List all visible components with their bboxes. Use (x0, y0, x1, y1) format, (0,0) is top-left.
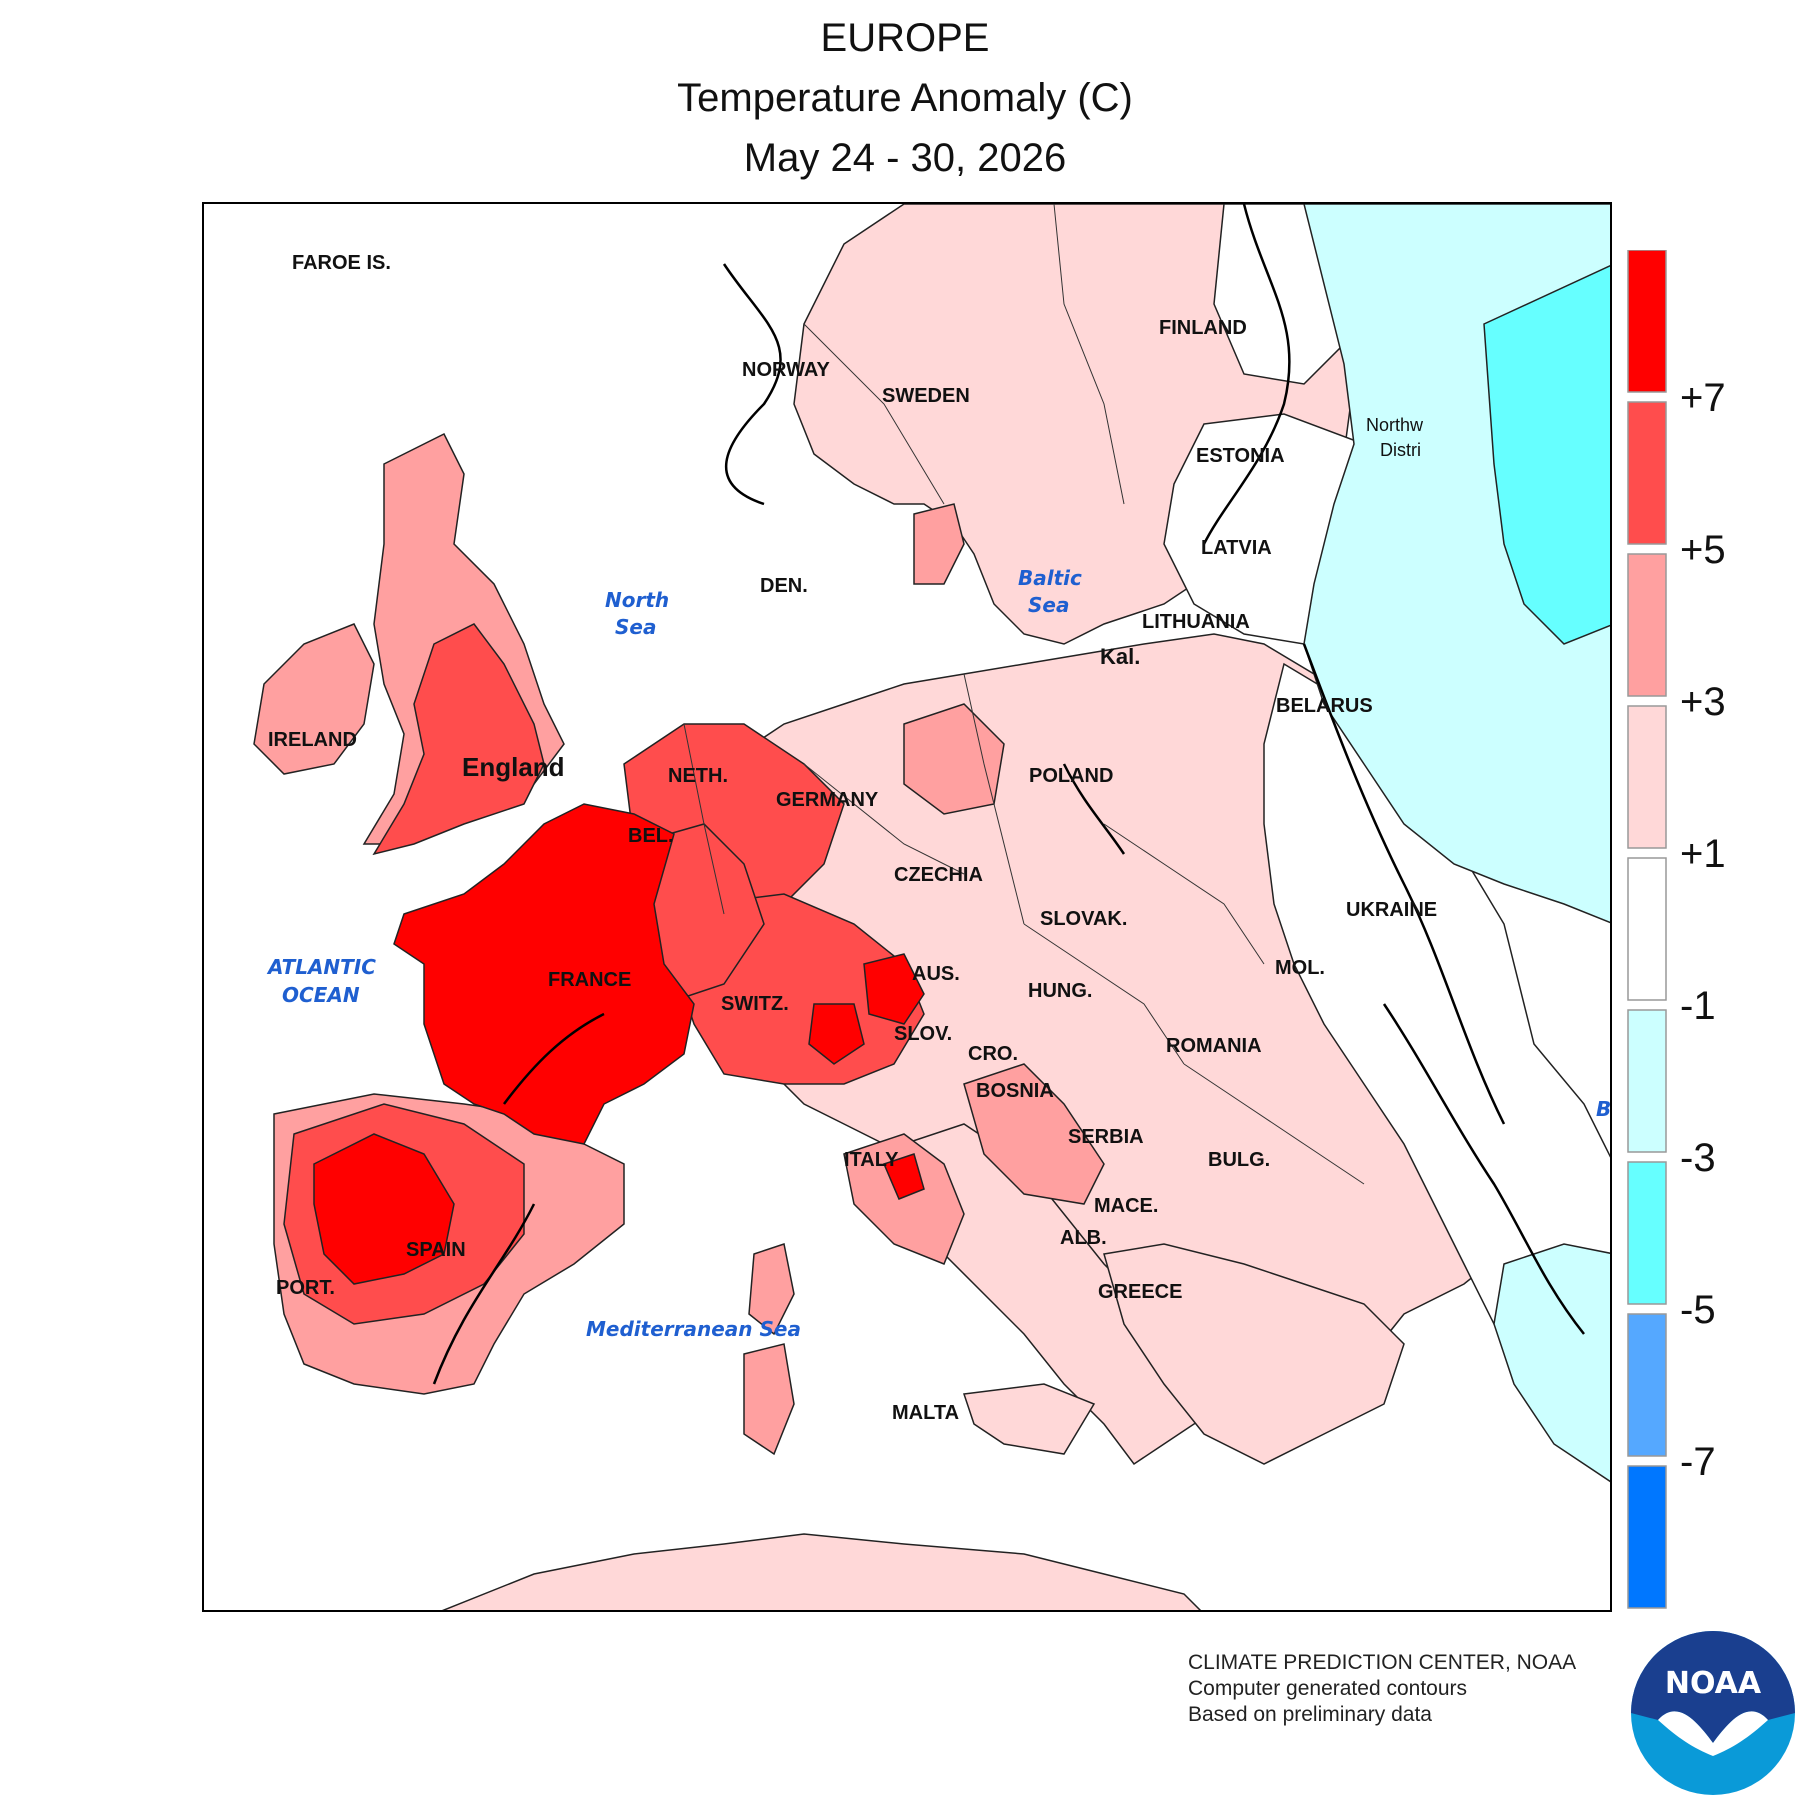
label-belarus: BELARUS (1276, 695, 1373, 717)
label-portugal: PORT. (276, 1277, 335, 1299)
legend-swatch (1627, 401, 1667, 545)
legend-label: -3 (1680, 1136, 1716, 1180)
legend-swatch (1627, 1161, 1667, 1305)
label-black-sea-partial: B (1596, 1097, 1611, 1121)
label-greece: GREECE (1098, 1281, 1182, 1303)
label-baltic-1: Baltic (1018, 566, 1082, 590)
map-title-region: EUROPE (820, 16, 990, 60)
label-switzerland: SWITZ. (721, 993, 789, 1015)
label-estonia: ESTONIA (1196, 445, 1285, 467)
label-england: England (462, 752, 565, 782)
label-albania: ALB. (1060, 1227, 1107, 1249)
label-latvia: LATVIA (1201, 537, 1272, 559)
label-moldova: MOL. (1275, 957, 1325, 979)
legend-swatch (1627, 250, 1667, 393)
credit-agency: CLIMATE PREDICTION CENTER, NOAA (1188, 1651, 1577, 1674)
label-hungary: HUNG. (1028, 980, 1092, 1002)
label-bulgaria: BULG. (1208, 1149, 1270, 1171)
legend-swatch (1627, 1009, 1667, 1153)
legend-label: -7 (1680, 1440, 1716, 1484)
label-belgium: BEL. (628, 825, 674, 847)
legend-label: +7 (1680, 376, 1726, 420)
label-north-sea-2: Sea (615, 615, 656, 639)
legend-swatch (1627, 1313, 1667, 1457)
label-faroe: FAROE IS. (292, 252, 391, 274)
label-italy: ITALY (844, 1149, 899, 1171)
color-legend: +7 +5 +3 +1 -1 -3 -5 -7 (1627, 250, 1726, 1609)
label-austria: AUS. (912, 963, 960, 985)
label-sweden: SWEDEN (882, 385, 970, 407)
label-croatia: CRO. (968, 1043, 1018, 1065)
label-germany: GERMANY (776, 789, 879, 811)
legend-label: +5 (1680, 528, 1726, 572)
noaa-logo: NOAA (1631, 1631, 1795, 1795)
anomaly-map: FAROE IS. NORWAY SWEDEN FINLAND ESTONIA … (202, 202, 1612, 1612)
legend-swatch (1627, 705, 1667, 849)
land-cyan-east (1483, 265, 1610, 645)
label-finland: FINLAND (1159, 317, 1247, 339)
noaa-logo-text: NOAA (1665, 1666, 1762, 1701)
label-norway: NORWAY (742, 359, 830, 381)
label-malta: MALTA (892, 1402, 959, 1424)
credit-method: Computer generated contours (1188, 1677, 1467, 1700)
map-title-variable: Temperature Anomaly (C) (677, 76, 1133, 120)
border-lines (683, 204, 1365, 1185)
label-poland: POLAND (1029, 765, 1113, 787)
label-bosnia: BOSNIA (976, 1080, 1054, 1102)
map-title-period: May 24 - 30, 2026 (743, 136, 1067, 180)
label-atlantic-1: ATLANTIC (266, 955, 376, 979)
label-netherlands: NETH. (668, 765, 728, 787)
legend-label: +1 (1680, 832, 1726, 876)
label-france: FRANCE (548, 969, 631, 991)
legend-label: +3 (1680, 680, 1726, 724)
label-serbia: SERBIA (1068, 1126, 1144, 1148)
label-macedonia: MACE. (1094, 1195, 1158, 1217)
label-lithuania: LITHUANIA (1142, 611, 1250, 633)
label-ukraine: UKRAINE (1346, 899, 1437, 921)
label-northwest-district: Northw (1366, 415, 1424, 435)
label-spain: SPAIN (406, 1239, 466, 1261)
legend-label: -5 (1680, 1288, 1716, 1332)
legend-swatch (1627, 553, 1667, 697)
label-slovenia: SLOV. (894, 1023, 952, 1045)
label-north-sea-1: North (605, 588, 669, 612)
label-kaliningrad: Kal. (1100, 644, 1140, 669)
label-atlantic-2: OCEAN (282, 983, 360, 1007)
legend-label: -1 (1680, 984, 1716, 1028)
label-ireland: IRELAND (268, 729, 357, 751)
label-romania: ROMANIA (1166, 1035, 1262, 1057)
label-mediterranean: Mediterranean Sea (586, 1317, 801, 1341)
label-denmark: DEN. (760, 575, 808, 597)
label-czechia: CZECHIA (894, 864, 983, 886)
label-baltic-2: Sea (1028, 593, 1069, 617)
legend-swatch (1627, 1465, 1667, 1609)
anomaly-contours (432, 204, 1585, 1385)
label-northwest-district-2: Distri (1380, 440, 1421, 460)
legend-swatch (1627, 857, 1667, 1001)
land-deep-red (313, 803, 925, 1285)
credit-data-note: Based on preliminary data (1188, 1703, 1432, 1726)
label-slovakia: SLOVAK. (1040, 908, 1127, 930)
